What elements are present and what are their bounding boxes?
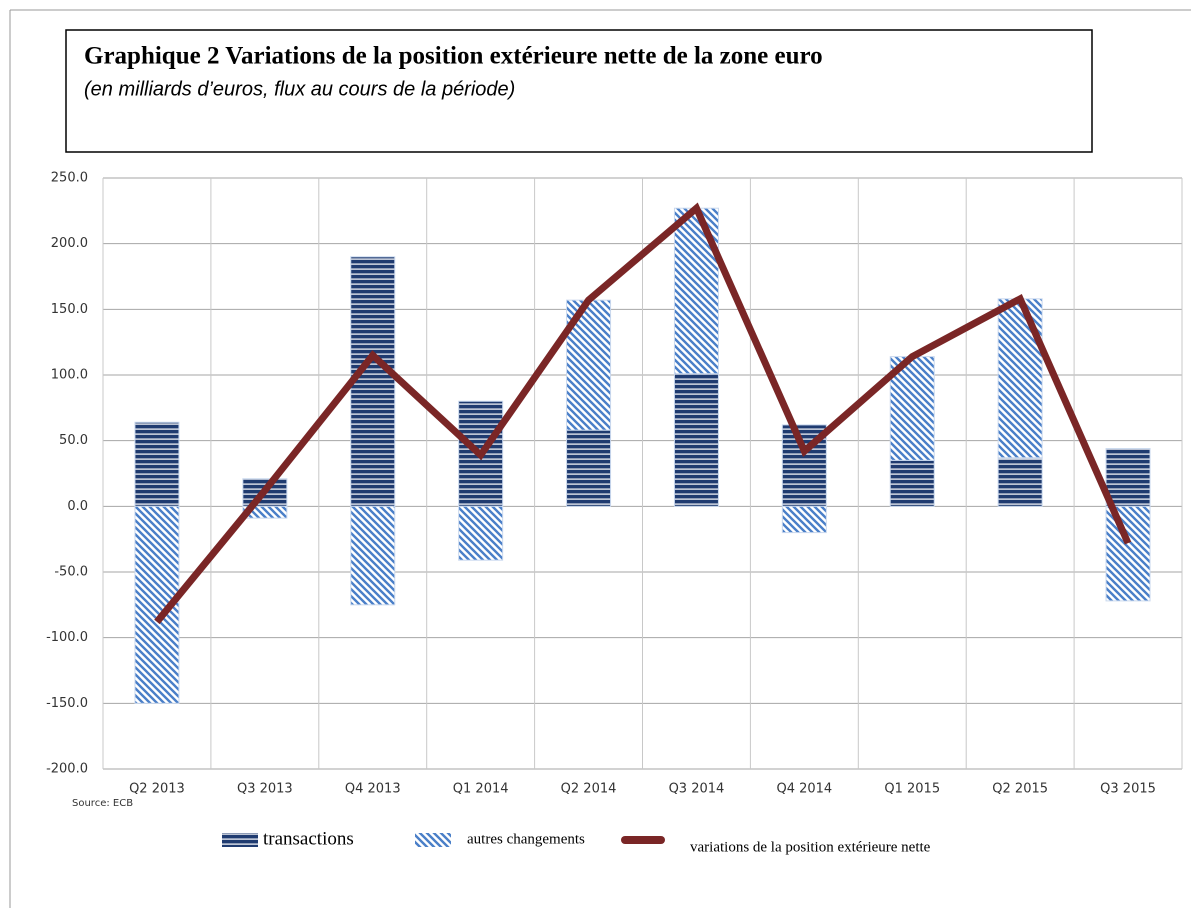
bar (566, 429, 612, 507)
y-tick-label: -150.0 (46, 696, 88, 711)
y-tick-label: 250.0 (51, 171, 88, 186)
bar (134, 421, 180, 507)
y-tick-label: 50.0 (59, 433, 88, 448)
x-tick-label: Q4 2013 (345, 782, 401, 797)
y-tick-label: 200.0 (51, 236, 88, 251)
x-tick-label: Q1 2015 (884, 782, 940, 797)
bar (1105, 505, 1151, 602)
x-tick-label: Q2 2015 (992, 782, 1048, 797)
y-tick-label: 100.0 (51, 368, 88, 383)
y-tick-label: -100.0 (46, 630, 88, 645)
legend-label: transactions (263, 828, 354, 849)
x-tick-label: Q2 2013 (129, 782, 185, 797)
line (154, 202, 1132, 625)
y-tick-label: -200.0 (46, 762, 88, 777)
legend-swatch (415, 833, 451, 847)
x-tick-label: Q3 2013 (237, 782, 293, 797)
chart-title: Graphique 2 Variations de la position ex… (84, 43, 823, 70)
y-tick-label: 0.0 (67, 499, 88, 514)
bar (997, 457, 1043, 507)
y-tick-label: 150.0 (51, 302, 88, 317)
x-tick-label: Q3 2015 (1100, 782, 1156, 797)
legend-swatch (222, 833, 258, 847)
bar (673, 207, 719, 375)
x-tick-label: Q1 2014 (453, 782, 509, 797)
bar (673, 373, 719, 507)
x-tick-label: Q4 2014 (776, 782, 832, 797)
title-box (65, 29, 1093, 153)
legend-label: autres changements (467, 831, 585, 847)
x-tick-label: Q3 2014 (669, 782, 725, 797)
bar (350, 256, 396, 507)
y-tick-label: -50.0 (54, 565, 88, 580)
chart-subtitle: (en milliards d’euros, flux au cours de … (84, 78, 515, 100)
x-tick-label: Q2 2014 (561, 782, 617, 797)
bar (1105, 448, 1151, 507)
bar (350, 505, 396, 606)
bar (889, 459, 935, 507)
bar (997, 298, 1043, 459)
source: Source: ECB (72, 798, 133, 809)
bar (781, 505, 827, 534)
bar (458, 505, 504, 561)
legend-label: variations de la position extérieure net… (690, 839, 931, 855)
